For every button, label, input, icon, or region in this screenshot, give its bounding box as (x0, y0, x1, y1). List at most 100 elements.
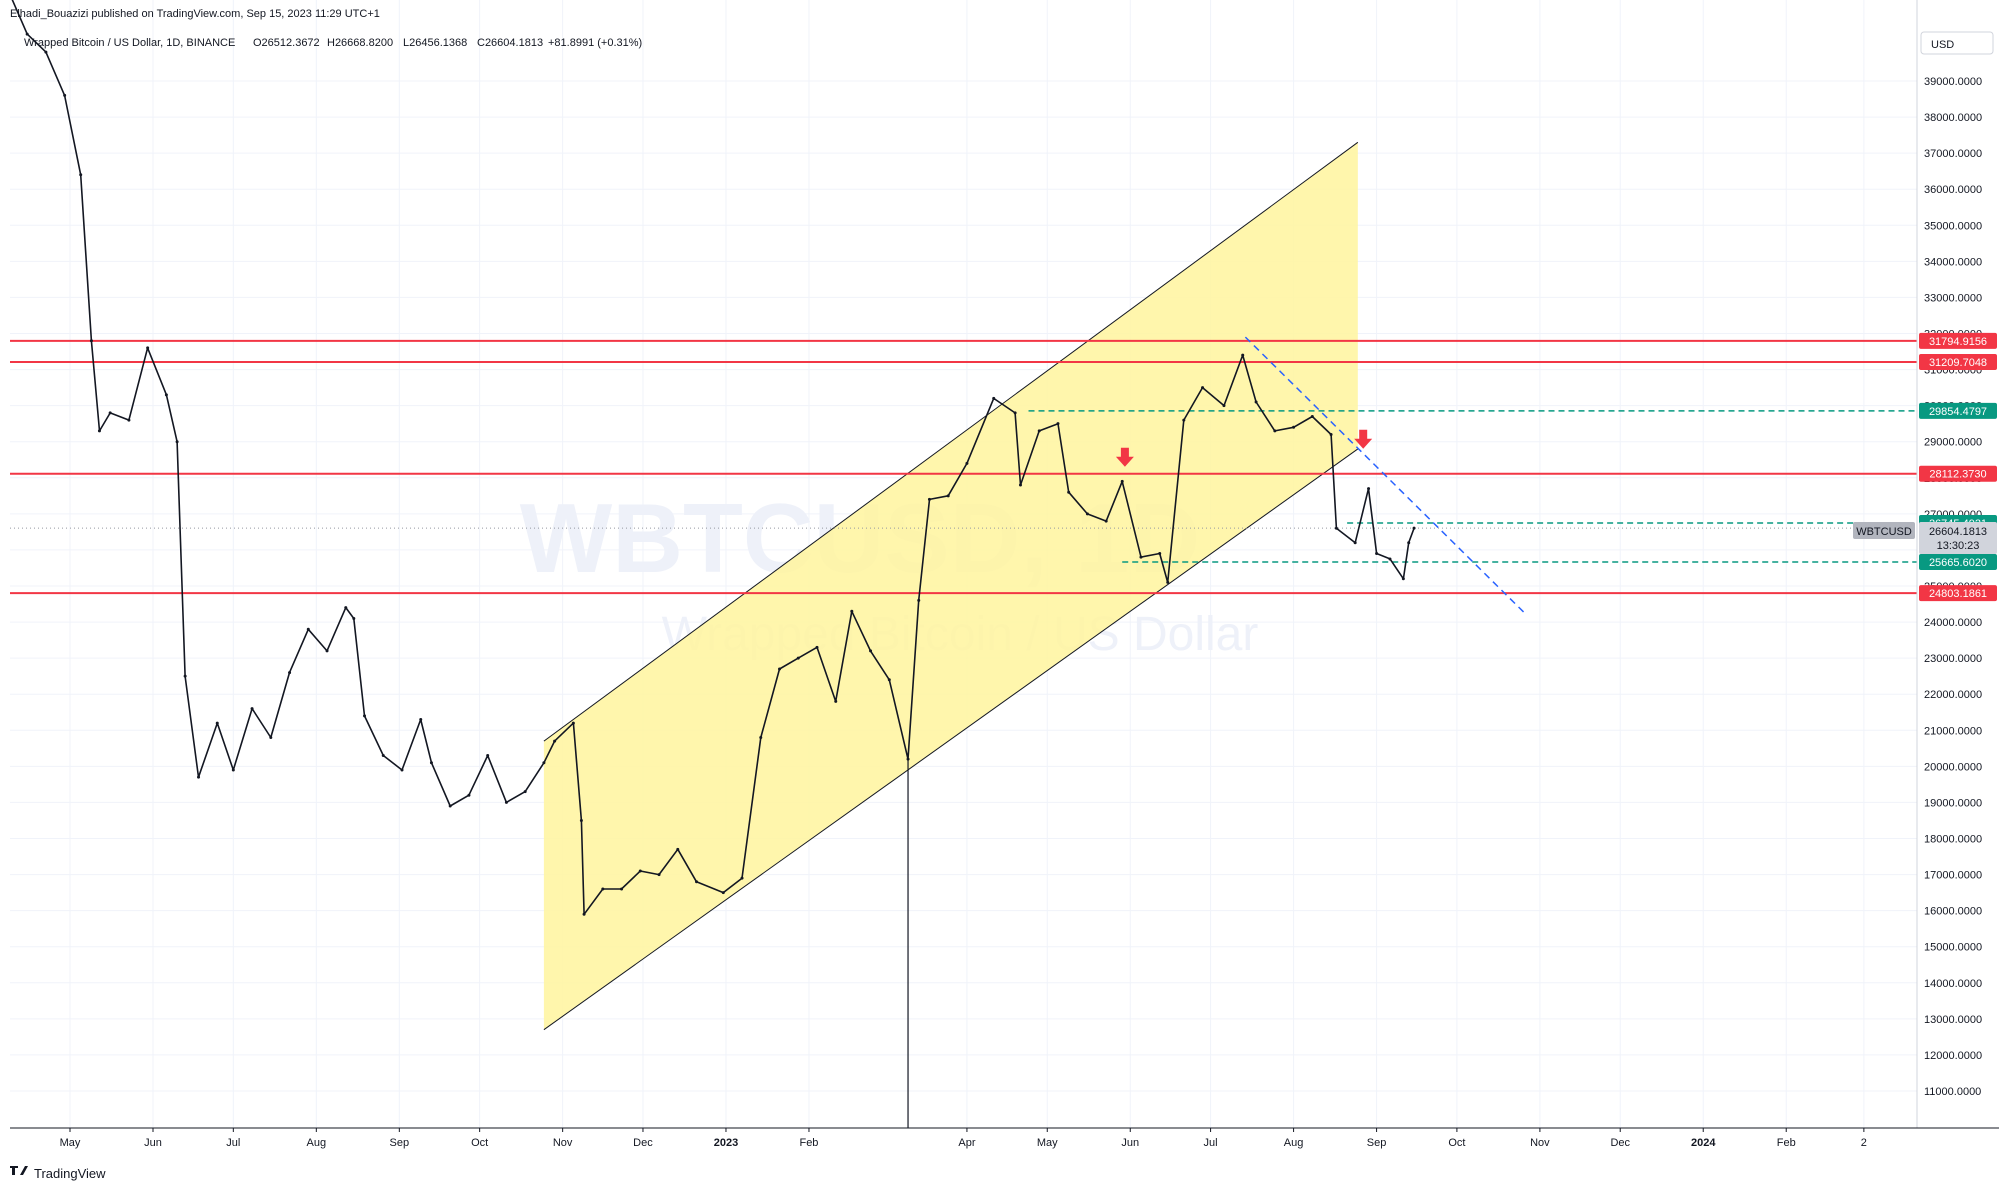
price-point (778, 667, 782, 671)
tradingview-logo[interactable]: TradingView (10, 1166, 106, 1181)
price-point (1139, 555, 1143, 559)
level-price-tags: 31794.9156 31209.7048 29854.4797 28112.3730… (1919, 332, 1997, 602)
x-tick-label: Feb (799, 1137, 818, 1149)
price-point (419, 717, 423, 721)
symbol-legend[interactable]: Wrapped Bitcoin / US Dollar, 1D, BINANCE… (24, 37, 642, 49)
price-point (306, 627, 310, 631)
price-point (1388, 557, 1392, 561)
price-point (1407, 541, 1411, 545)
current-price-tag: WBTCUSD 26604.1813 13:30:23 (1853, 522, 1997, 554)
x-tick-label: Oct (471, 1137, 488, 1149)
price-point (542, 761, 546, 765)
y-tick-label: 20000.0000 (1924, 761, 1982, 773)
y-tick-label: 19000.0000 (1924, 797, 1982, 809)
y-tick-label: 38000.0000 (1924, 112, 1982, 124)
time-scale[interactable] (0, 1128, 1917, 1158)
x-tick-label: 2024 (1691, 1137, 1716, 1149)
level-tag-box (1919, 332, 1997, 349)
price-point (676, 847, 680, 851)
tradingview-logo-icon (10, 1166, 28, 1175)
price-point (1334, 526, 1338, 530)
downtrend-dashed-line[interactable] (1244, 336, 1528, 616)
price-point (1241, 353, 1245, 357)
level-tag-label: 28112.3730 (1929, 469, 1986, 481)
down-arrow-icon[interactable] (1115, 447, 1134, 467)
open-value: O26512.3672 (253, 37, 320, 49)
x-tick-label: Oct (1448, 1137, 1465, 1149)
currency-button-box[interactable] (1920, 31, 1994, 55)
price-point (1329, 433, 1333, 436)
channel-upper-line[interactable] (543, 141, 1359, 742)
currency-button[interactable]: USD (1920, 31, 1994, 55)
price-point (1201, 386, 1205, 390)
horizontal-levels[interactable] (10, 339, 1917, 595)
price-point (197, 775, 201, 779)
price-point (1182, 418, 1186, 422)
price-point (79, 173, 83, 177)
price-point (344, 606, 348, 610)
price-point (352, 616, 356, 620)
x-tick-label: May (1037, 1137, 1058, 1149)
price-point (269, 736, 273, 739)
level-tag-label: 31794.9156 (1929, 336, 1987, 348)
price-point (695, 880, 699, 884)
level-tag-box (1919, 553, 1997, 570)
price-point (1067, 490, 1071, 494)
y-tick-label: 23000.0000 (1924, 653, 1982, 665)
price-point (796, 656, 800, 660)
price-point (325, 649, 329, 653)
price-point (1401, 577, 1405, 581)
y-tick-label: 12000.0000 (1924, 1050, 1982, 1062)
price-point (97, 429, 101, 433)
price-point (250, 707, 254, 711)
price-point (601, 887, 605, 891)
price-point (523, 790, 527, 794)
price-point (1104, 519, 1108, 523)
x-tick-label: Apr (958, 1137, 975, 1149)
x-tick-label: Sep (390, 1137, 410, 1149)
price-point (869, 649, 873, 653)
symbol-tag-box (1853, 522, 1915, 539)
rising-channel[interactable] (543, 141, 1359, 1031)
down-arrow-icon[interactable] (1354, 429, 1373, 449)
y-tick-label: 11000.0000 (1924, 1086, 1981, 1098)
x-tick-label: Nov (1530, 1137, 1550, 1149)
price-point (127, 418, 131, 422)
price-point (1273, 429, 1277, 433)
price-point (164, 393, 168, 397)
level-tag-box (1919, 465, 1997, 482)
level-tag-label: 24803.1861 (1929, 588, 1987, 600)
price-point (63, 93, 67, 97)
symbol-description: Wrapped Bitcoin / US Dollar, 1D, BINANCE (24, 37, 235, 49)
x-tick-label: 2 (1861, 1137, 1867, 1149)
price-point (1085, 512, 1089, 516)
price-point (448, 804, 452, 808)
y-tick-label: 18000.0000 (1924, 834, 1982, 846)
arrow-markers[interactable] (1115, 429, 1373, 467)
x-tick-label: Dec (633, 1137, 653, 1149)
price-point (1310, 414, 1314, 418)
price-point (1037, 429, 1041, 433)
level-tag-label: 29854.4797 (1929, 406, 1987, 418)
price-point (571, 721, 575, 725)
high-value: H26668.8200 (327, 37, 393, 49)
price-point (1013, 411, 1017, 415)
price-point (108, 411, 112, 415)
price-point (486, 754, 490, 758)
price-point (215, 721, 219, 725)
price-point (1412, 526, 1416, 530)
price-point (965, 461, 969, 465)
price-point (504, 800, 508, 804)
channel-fill (543, 142, 1358, 1030)
price-point (1254, 400, 1258, 404)
price-point (917, 598, 921, 602)
price-point (1120, 479, 1124, 483)
price-point (89, 339, 93, 343)
channel-lower-line[interactable] (543, 448, 1359, 1031)
y-tick-label: 37000.0000 (1924, 148, 1982, 160)
price-point (927, 497, 931, 501)
price-point (1292, 425, 1296, 429)
y-tick-label: 24000.0000 (1924, 617, 1982, 629)
downtrend-line[interactable] (1244, 336, 1528, 616)
